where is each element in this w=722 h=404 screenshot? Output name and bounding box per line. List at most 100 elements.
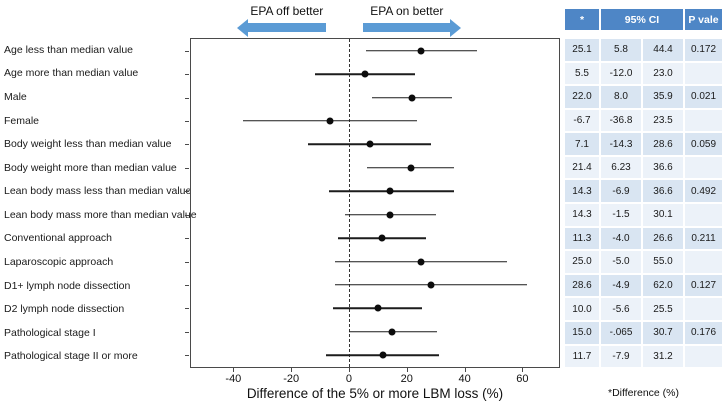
- table-cell-p: [685, 251, 722, 273]
- table-cell-lo: -12.0: [601, 62, 641, 85]
- x-tick: [233, 368, 235, 372]
- y-tick: [185, 120, 189, 122]
- row-label: Body weight more than median value: [4, 161, 177, 174]
- y-tick: [185, 97, 189, 99]
- table-cell-hi: 36.6: [643, 156, 683, 179]
- table-rows: 25.1 5.8 44.4 0.172 5.5 -12.0 23.0 22.0 8.0 35.9 0…: [565, 38, 722, 368]
- table-cell-p: 0.059: [685, 133, 722, 155]
- y-tick: [185, 238, 189, 240]
- point-estimate-dot: [386, 187, 394, 195]
- row-label: Age less than median value: [4, 43, 133, 56]
- point-estimate-dot: [374, 304, 382, 312]
- table-cell-est: 25.0: [565, 251, 599, 273]
- row-label: Body weight less than median value: [4, 138, 172, 151]
- table-cell-hi: 30.7: [643, 321, 683, 344]
- table-header: * 95% CI P vale: [565, 9, 722, 30]
- y-tick: [185, 144, 189, 146]
- forest-row: [185, 133, 559, 156]
- forest-row: [185, 250, 559, 273]
- y-tick: [185, 308, 189, 310]
- left-arrow-icon: [236, 18, 326, 37]
- direction-arrows-band: EPA off better EPA on better: [190, 0, 560, 38]
- table-footnote: *Difference (%): [608, 387, 679, 399]
- table-cell-hi: 26.6: [643, 227, 683, 250]
- table-row: 5.5 -12.0 23.0: [565, 62, 722, 86]
- point-estimate-dot: [379, 351, 387, 359]
- y-tick: [185, 50, 189, 52]
- x-tick: [406, 368, 408, 372]
- point-estimate-dot: [361, 70, 369, 78]
- table-cell-est: 7.1: [565, 133, 599, 155]
- table-cell-hi: 44.4: [643, 39, 683, 61]
- table-row: 22.0 8.0 35.9 0.021: [565, 85, 722, 109]
- x-tick: [464, 368, 466, 372]
- table-cell-p: [685, 62, 722, 85]
- row-label: Conventional approach: [4, 232, 112, 245]
- table-header-pvalue: P vale: [685, 9, 722, 30]
- table-cell-hi: 55.0: [643, 251, 683, 273]
- table-row: 25.0 -5.0 55.0: [565, 250, 722, 274]
- table-row: 15.0 -.065 30.7 0.176: [565, 321, 722, 345]
- table-cell-p: 0.172: [685, 39, 722, 61]
- table-cell-lo: -4.0: [601, 227, 641, 250]
- table-cell-est: 14.3: [565, 180, 599, 203]
- y-tick: [185, 261, 189, 263]
- y-tick: [185, 331, 189, 333]
- forest-row: [185, 180, 559, 203]
- table-cell-lo: -.065: [601, 321, 641, 344]
- row-label: D2 lymph node dissection: [4, 303, 125, 316]
- table-row: 28.6 -4.9 62.0 0.127: [565, 274, 722, 298]
- y-tick: [185, 284, 189, 286]
- y-tick: [185, 355, 189, 357]
- x-tick-label: 60: [516, 373, 529, 385]
- x-axis: -40 -20 0 20 40 60: [190, 368, 560, 388]
- row-label: Age more than median value: [4, 67, 139, 80]
- table-cell-lo: -4.9: [601, 274, 641, 297]
- table-cell-hi: 28.6: [643, 133, 683, 155]
- table-row: -6.7 -36.8 23.5: [565, 109, 722, 133]
- x-tick-label: -40: [225, 373, 242, 385]
- table-cell-hi: 36.6: [643, 180, 683, 203]
- table-cell-p: 0.127: [685, 274, 722, 297]
- forest-row: [185, 203, 559, 226]
- table-row: 7.1 -14.3 28.6 0.059: [565, 132, 722, 156]
- row-labels: Age less than median value Age more than …: [0, 38, 197, 368]
- point-estimate-dot: [366, 140, 374, 148]
- table-cell-lo: 8.0: [601, 86, 641, 108]
- table-cell-p: 0.176: [685, 321, 722, 344]
- table-cell-p: 0.021: [685, 86, 722, 108]
- table-cell-est: 22.0: [565, 86, 599, 108]
- table-cell-hi: 35.9: [643, 86, 683, 108]
- x-tick-label: 0: [345, 373, 353, 385]
- row-label: Male: [4, 90, 27, 103]
- epa-off-better-label: EPA off better: [250, 4, 324, 18]
- table-cell-p: [685, 345, 722, 368]
- table-cell-est: 15.0: [565, 321, 599, 344]
- point-estimate-dot: [386, 211, 394, 219]
- table-cell-est: 25.1: [565, 39, 599, 61]
- x-tick-label: 20: [400, 373, 413, 385]
- y-tick: [185, 74, 189, 76]
- row-label: Pathological stage I: [4, 326, 96, 339]
- row-label: Pathological stage II or more: [4, 350, 138, 363]
- table-cell-p: [685, 156, 722, 179]
- table-header-ci: 95% CI: [601, 9, 683, 30]
- row-label: Lean body mass less than median value: [4, 185, 192, 198]
- table-cell-hi: 23.5: [643, 109, 683, 132]
- point-estimate-dot: [326, 117, 334, 125]
- point-estimate-dot: [417, 258, 425, 265]
- y-tick: [185, 214, 189, 216]
- table-row: 21.4 6.23 36.6: [565, 156, 722, 180]
- table-cell-est: 11.3: [565, 227, 599, 250]
- table-cell-lo: 6.23: [601, 156, 641, 179]
- zero-reference-line: [349, 39, 351, 367]
- table-cell-hi: 23.0: [643, 62, 683, 85]
- forest-row: [185, 86, 559, 109]
- x-tick-label: 40: [458, 373, 471, 385]
- epa-on-better-label: EPA on better: [370, 4, 444, 18]
- table-cell-est: 21.4: [565, 156, 599, 179]
- forest-row: [185, 273, 559, 296]
- table-row: 25.1 5.8 44.4 0.172: [565, 38, 722, 62]
- table-cell-est: 11.7: [565, 345, 599, 368]
